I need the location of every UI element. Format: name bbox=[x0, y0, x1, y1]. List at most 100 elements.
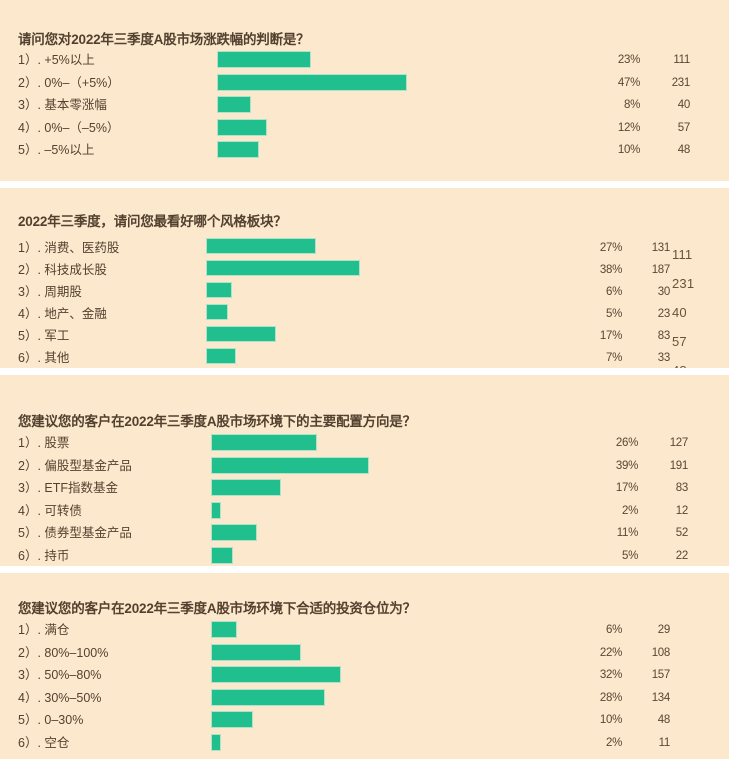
count-value: 134 bbox=[651, 691, 671, 704]
option-label: 1）. 消费、医药股 bbox=[18, 241, 120, 255]
count-value: 187 bbox=[651, 264, 671, 276]
count-value: 57 bbox=[677, 121, 691, 134]
bar-track bbox=[212, 712, 252, 727]
percent-value: 12% bbox=[617, 121, 640, 134]
percent-value: 23% bbox=[617, 54, 640, 66]
bar-fill bbox=[218, 119, 266, 135]
bar-fill bbox=[212, 502, 220, 518]
overlay-artifact-column: 111 231 40 57 48 bbox=[672, 240, 702, 368]
table-row: 2）. 80%–100% 22% 108 bbox=[0, 643, 729, 666]
table-row: 4）. 30%–50% 28% 134 bbox=[0, 688, 729, 711]
bar-fill bbox=[218, 52, 310, 67]
bar-track bbox=[212, 480, 280, 495]
count-value: 191 bbox=[669, 459, 689, 472]
overlay-artifact-value: 48 bbox=[672, 356, 702, 368]
count-value: 111 bbox=[673, 54, 690, 66]
bar-track bbox=[218, 142, 258, 157]
bar-track bbox=[212, 667, 340, 682]
option-label: 2）. 80%–100% bbox=[18, 645, 109, 660]
table-row: 5）. –5%以上 10% 48 bbox=[0, 140, 729, 163]
option-label: 4）. 0%–（–5%） bbox=[18, 120, 120, 135]
table-row: 5）. 军工 17% 83 bbox=[0, 326, 729, 348]
option-label: 1）. +5%以上 bbox=[18, 53, 95, 67]
option-label: 4）. 地产、金融 bbox=[18, 307, 107, 321]
bar-track bbox=[207, 261, 359, 275]
bar-track bbox=[207, 283, 231, 297]
count-value: 22 bbox=[675, 549, 689, 562]
count-value: 157 bbox=[651, 669, 671, 681]
option-label: 3）. ETF指数基金 bbox=[18, 481, 119, 495]
option-label: 3）. 50%–80% bbox=[18, 668, 102, 682]
table-row: 2）. 偏股型基金产品 39% 191 bbox=[0, 456, 729, 479]
count-value: 48 bbox=[677, 144, 691, 156]
bar-fill bbox=[207, 349, 235, 363]
option-label: 4）. 可转债 bbox=[18, 503, 82, 518]
percent-value: 26% bbox=[615, 437, 638, 449]
percent-value: 17% bbox=[615, 482, 638, 494]
bar-track bbox=[207, 327, 275, 341]
table-row: 6）. 空仓 2% 11 bbox=[0, 733, 729, 756]
percent-value: 11% bbox=[616, 527, 639, 539]
table-row: 2）. 科技成长股 38% 187 bbox=[0, 260, 729, 282]
percent-value: 47% bbox=[617, 76, 640, 89]
bar-fill bbox=[207, 283, 231, 297]
option-label: 1）. 股票 bbox=[18, 436, 70, 450]
bar-fill bbox=[212, 457, 368, 473]
percent-value: 38% bbox=[599, 264, 622, 276]
survey-question-panel-1: 请问您对2022年三季度A股市场涨跌幅的判断是？ 1）. +5%以上 23% 1… bbox=[0, 0, 729, 181]
bar-track bbox=[207, 349, 235, 363]
panel-4-title: 您建议您的客户在2022年三季度A股市场环境下合适的投资仓位为？ bbox=[18, 601, 416, 616]
table-row: 1）. 消费、医药股 27% 131 bbox=[0, 238, 729, 260]
option-label: 2）. 科技成长股 bbox=[18, 263, 107, 277]
bar-fill bbox=[207, 239, 315, 253]
bar-track bbox=[212, 644, 300, 660]
percent-value: 39% bbox=[615, 459, 638, 472]
option-label: 6）. 其他 bbox=[18, 351, 70, 365]
panel-3-title: 您建议您的客户在2022年三季度A股市场环境下的主要配置方向是？ bbox=[18, 414, 416, 429]
bar-track bbox=[212, 547, 232, 563]
table-row: 4）. 地产、金融 5% 23 bbox=[0, 304, 729, 326]
table-row: 5）. 债券型基金产品 11% 52 bbox=[0, 523, 729, 546]
table-row: 6）. 持币 5% 22 bbox=[0, 546, 729, 567]
option-label: 6）. 持币 bbox=[18, 548, 70, 563]
bar-fill bbox=[212, 667, 340, 682]
count-value: 29 bbox=[657, 624, 671, 636]
panel-2-title: 2022年三季度，请问您最看好哪个风格板块？ bbox=[18, 214, 287, 229]
option-label: 2）. 偏股型基金产品 bbox=[18, 458, 132, 473]
overlay-artifact-value: 111 bbox=[672, 247, 693, 262]
percent-value: 22% bbox=[599, 646, 622, 659]
option-label: 3）. 基本零涨幅 bbox=[18, 98, 107, 112]
percent-value: 2% bbox=[621, 504, 638, 517]
option-label: 5）. 军工 bbox=[18, 329, 70, 343]
option-label: 5）. 0–30% bbox=[18, 713, 84, 727]
percent-value: 10% bbox=[599, 714, 622, 726]
panel-1-rows: 1）. +5%以上 23% 111 2）. 0%–（+5%） 47% 231 3… bbox=[0, 50, 729, 163]
option-label: 4）. 30%–50% bbox=[18, 690, 102, 705]
count-value: 52 bbox=[675, 527, 689, 539]
bar-fill bbox=[207, 305, 227, 319]
count-value: 11 bbox=[658, 736, 671, 749]
bar-track bbox=[212, 525, 256, 540]
percent-value: 6% bbox=[605, 286, 622, 298]
bar-track bbox=[212, 435, 316, 450]
option-label: 3）. 周期股 bbox=[18, 285, 82, 299]
option-label: 5）. –5%以上 bbox=[18, 143, 95, 157]
count-value: 83 bbox=[675, 482, 689, 494]
option-label: 1）. 满仓 bbox=[18, 623, 70, 637]
bar-track bbox=[207, 305, 227, 319]
panel-1-title: 请问您对2022年三季度A股市场涨跌幅的判断是？ bbox=[18, 32, 310, 47]
bar-fill bbox=[207, 327, 275, 341]
percent-value: 8% bbox=[623, 99, 640, 111]
bar-fill bbox=[212, 480, 280, 495]
percent-value: 10% bbox=[617, 144, 640, 156]
bar-fill bbox=[207, 261, 359, 275]
percent-value: 27% bbox=[599, 242, 622, 254]
bar-fill bbox=[212, 712, 252, 727]
percent-value: 17% bbox=[599, 330, 622, 342]
bar-fill bbox=[212, 644, 300, 660]
percent-value: 2% bbox=[605, 736, 622, 749]
percent-value: 7% bbox=[605, 352, 622, 364]
bar-fill bbox=[218, 97, 250, 112]
survey-question-panel-2: 2022年三季度，请问您最看好哪个风格板块？ 1）. 消费、医药股 27% 13… bbox=[0, 188, 729, 368]
